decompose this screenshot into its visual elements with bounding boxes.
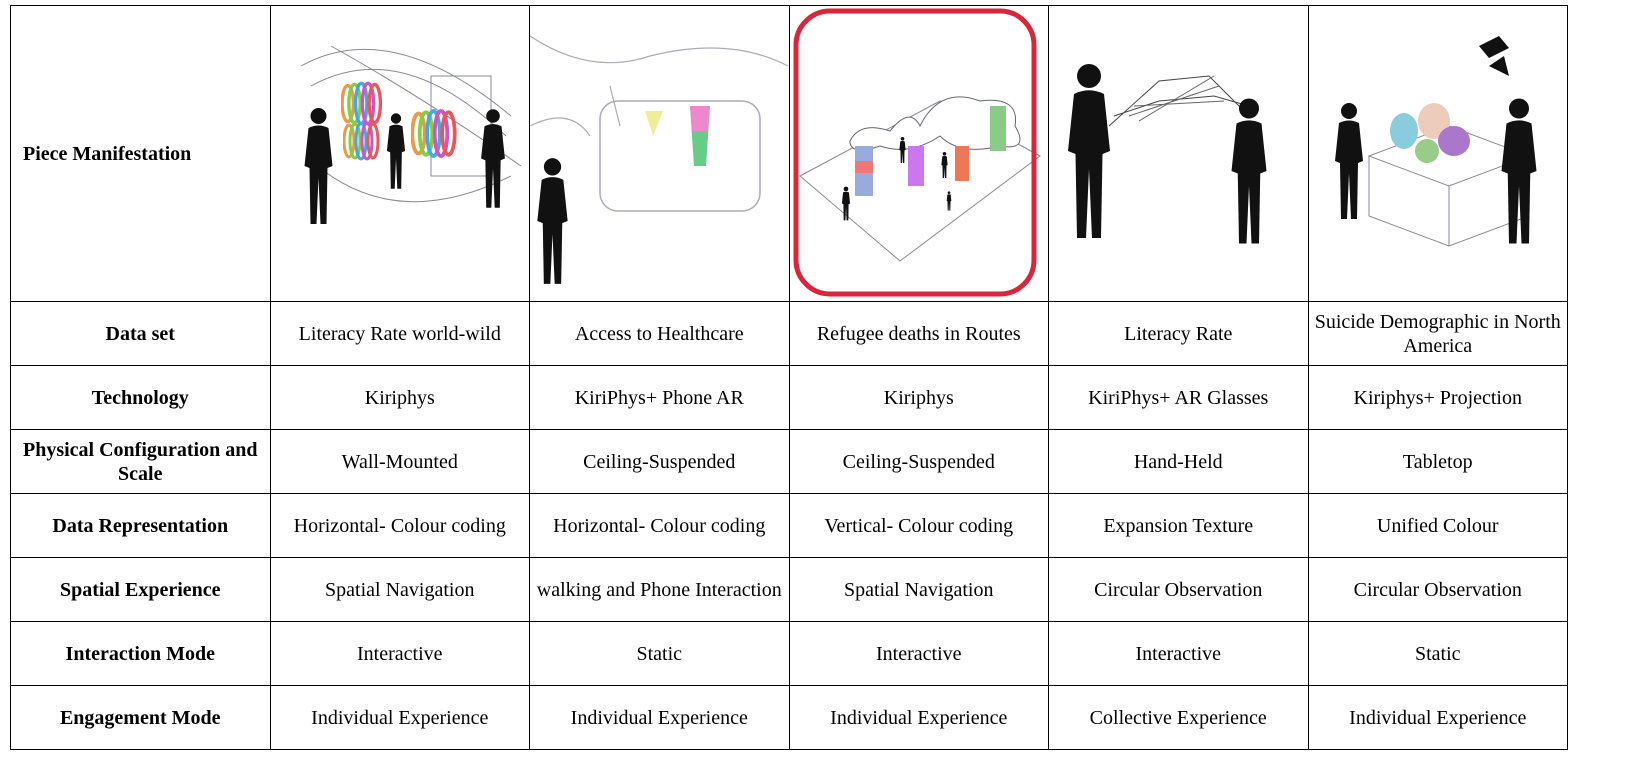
cell: Refugee deaths in Routes [788,301,1049,366]
image-row: Piece Manifestation [10,5,1568,302]
row-label: Engagement Mode [10,685,271,750]
cell: Circular Observation [1048,557,1309,622]
table-row: Data Representation Horizontal- Colour co… [10,493,1568,558]
cell: Ceiling-Suspended [529,429,790,494]
sketch [300,45,521,224]
image-cell [269,5,530,302]
row-label: Data set [10,301,271,366]
cell: Spatial Navigation [269,557,530,622]
sketch [1068,64,1267,244]
table-row: Technology Kiriphys KiriPhys+ Phone AR Kiri… [10,365,1568,430]
table-row: Spatial Experience Spatial Navigation walk… [10,557,1568,622]
cell: Horizontal- Colour coding [269,493,530,558]
cell: Wall-Mounted [269,429,530,494]
row-label: Interaction Mode [10,621,271,686]
cell: Spatial Navigation [788,557,1049,622]
cell: Interactive [788,621,1049,686]
sketch [530,35,788,284]
cell: Static [1307,621,1568,686]
row-label: Physical Configuration and Scale [10,429,271,494]
table-row: Data set Literacy Rate world-wild Access t… [10,301,1568,366]
sketch [793,8,1041,297]
cell: Horizontal- Colour coding [529,493,790,558]
cell: Expansion Texture [1048,493,1309,558]
cell: Tabletop [1307,429,1568,494]
cell: Individual Experience [788,685,1049,750]
cell: Interactive [1048,621,1309,686]
image-cell [529,5,790,302]
row-label: Piece Manifestation [10,5,271,302]
cell: Kiriphys [269,365,530,430]
cell: Kiriphys [788,365,1049,430]
cell: Unified Colour [1307,493,1568,558]
cell: Access to Healthcare [529,301,790,366]
row-label: Data Representation [10,493,271,558]
cell: Literacy Rate [1048,301,1309,366]
cell: Circular Observation [1307,557,1568,622]
cell: Static [529,621,790,686]
cell: Collective Experience [1048,685,1309,750]
cell: Individual Experience [269,685,530,750]
cell: Suicide Demographic in North America [1307,301,1568,366]
table-row: Engagement Mode Individual Experience Indi… [10,685,1568,750]
row-label: Spatial Experience [10,557,271,622]
row-label: Technology [10,365,271,430]
cell: Kiriphys+ Projection [1307,365,1568,430]
cell: Literacy Rate world-wild [269,301,530,366]
table-row: Interaction Mode Interactive Static Interac… [10,621,1568,686]
cell: Individual Experience [1307,685,1568,750]
cell: KiriPhys+ Phone AR [529,365,790,430]
cell: Vertical- Colour coding [788,493,1049,558]
image-cell [1048,5,1309,302]
sketch [1334,36,1536,247]
cell: KiriPhys+ AR Glasses [1048,365,1309,430]
image-cell [1307,5,1568,302]
cell: walking and Phone Interaction [529,557,790,622]
table-row: Physical Configuration and Scale Wall-Mou… [10,429,1568,494]
cell: Hand-Held [1048,429,1309,494]
cell: Interactive [269,621,530,686]
image-cell [788,5,1049,302]
comparison-table: Piece Manifestation [10,5,1568,750]
cell: Ceiling-Suspended [788,429,1049,494]
cell: Individual Experience [529,685,790,750]
